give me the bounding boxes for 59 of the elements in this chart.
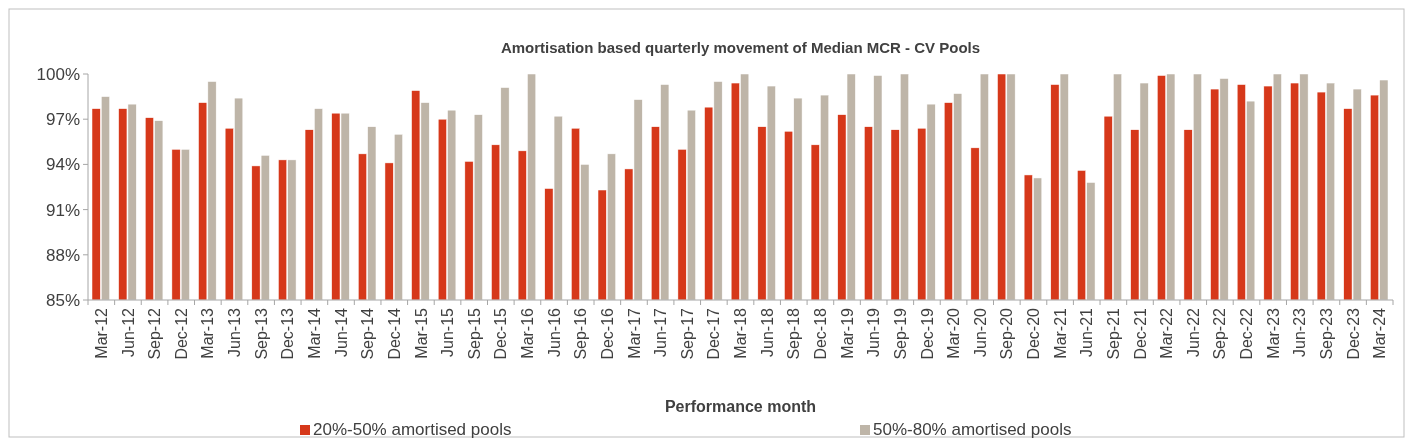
x-tick-label: Dec-13 [279,307,297,360]
x-tick-label: Sep-19 [891,307,909,360]
x-tick-label: Jun-14 [332,307,350,357]
x-tick-label: Sep-14 [359,307,377,360]
x-tick-label: Sep-15 [465,307,483,360]
x-tick-label: Dec-17 [705,307,723,360]
x-axis-title: Performance month [664,398,817,415]
x-tick-label: Mar-16 [519,307,537,359]
x-tick-label: Mar-19 [838,307,856,359]
x-tick-label: Mar-24 [1371,307,1389,359]
x-tick-label: Sep-20 [998,307,1016,360]
x-tick-label: Dec-14 [385,307,403,360]
x-tick-label: Mar-22 [1158,307,1176,359]
x-tick-label: Mar-12 [92,307,110,359]
legend-label: 20%-50% amortised pools [313,420,512,439]
x-tick-label: Dec-19 [918,307,936,360]
y-tick-label: 85% [45,290,80,310]
x-tick-label: Sep-13 [252,307,270,360]
x-tick-label: Jun-20 [971,307,989,357]
x-tick-label: Sep-16 [572,307,590,360]
x-tick-label: Jun-18 [758,307,776,357]
x-tick-label: Sep-23 [1318,307,1336,360]
x-tick-label: Jun-16 [545,307,563,357]
x-tick-label: Jun-12 [119,307,137,357]
x-tick-label: Jun-17 [652,307,670,357]
x-tick-label: Mar-15 [412,307,430,359]
x-tick-label: Jun-19 [865,307,883,357]
x-tick-label: Sep-21 [1104,307,1122,360]
y-tick-label: 91% [45,200,80,220]
x-tick-label: Jun-23 [1291,307,1309,357]
x-tick-label: Dec-21 [1131,307,1149,360]
x-tick-label: Sep-22 [1211,307,1229,360]
x-tick-label: Sep-17 [678,307,696,360]
x-tick-label: Dec-18 [812,307,829,360]
x-tick-label: Mar-20 [945,307,963,359]
x-tick-label: Sep-12 [146,307,164,360]
x-tick-label: Mar-18 [732,307,750,359]
x-tick-label: Mar-14 [305,307,323,359]
y-tick-label: 100% [36,64,80,84]
chart-title: Amortisation based quarterly movement of Median MCR - CV Pools [500,39,981,56]
x-tick-label: Jun-15 [439,307,457,357]
x-tick-label: Mar-17 [625,307,643,359]
x-tick-label: Jun-21 [1078,307,1096,357]
y-tick-label: 97% [45,110,80,130]
x-tick-label: Sep-18 [785,307,803,360]
x-tick-label: Mar-13 [199,307,217,359]
x-tick-label: Mar-23 [1264,307,1282,359]
x-tick-label: Dec-23 [1344,307,1362,360]
x-tick-label: Jun-22 [1184,307,1202,357]
x-tick-label: Mar-21 [1051,307,1069,359]
x-tick-label: Dec-12 [172,307,190,360]
x-tick-label: Jun-13 [226,307,244,357]
x-tick-label: Dec-15 [492,307,510,360]
legend-label: 50%-80% amortised pools [873,420,1072,439]
x-tick-label: Dec-22 [1238,307,1256,360]
x-tick-label: Dec-16 [598,307,616,360]
y-tick-label: 94% [45,155,80,175]
x-tick-label: Dec-20 [1025,307,1043,360]
y-tick-label: 88% [45,245,80,265]
